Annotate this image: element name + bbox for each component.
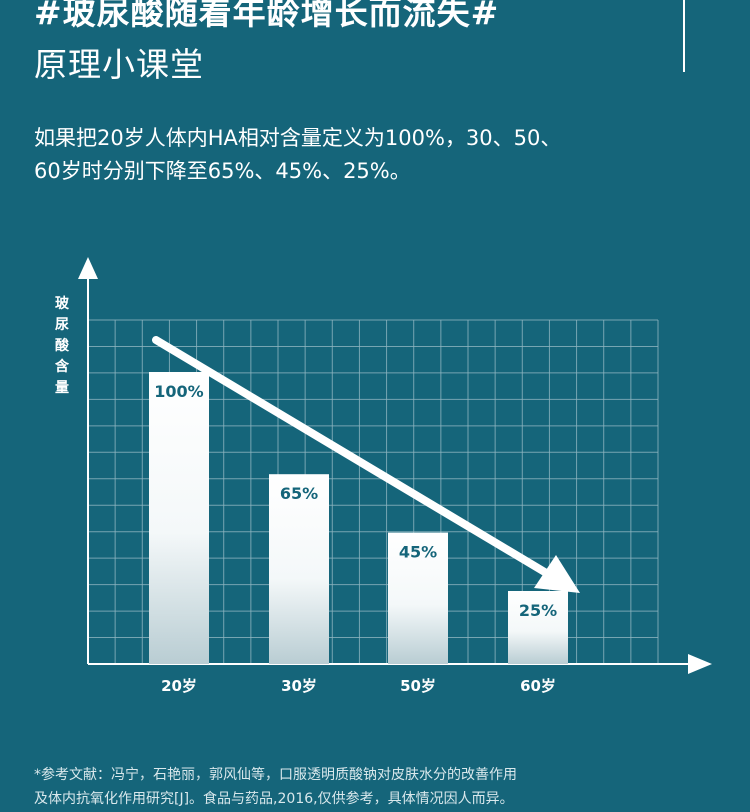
intro-line-1: 如果把20岁人体内HA相对含量定义为100%，30、50、 — [34, 126, 562, 150]
reference-line-2: 及体内抗氧化作用研究[J]。食品与药品,2016,仅供参考，具体情况因人而异。 — [34, 791, 514, 807]
reference-note: *参考文献：冯宁，石艳丽，郭风仙等，口服透明质酸钠对皮肤水分的改善作用 及体内抗… — [34, 763, 734, 811]
bar-value-label: 25% — [519, 601, 557, 620]
intro-text: 如果把20岁人体内HA相对含量定义为100%，30、50、 60岁时分别下降至6… — [34, 122, 724, 188]
bar-60岁 — [508, 591, 568, 664]
reference-line-1: *参考文献：冯宁，石艳丽，郭风仙等，口服透明质酸钠对皮肤水分的改善作用 — [34, 767, 517, 783]
svg-text:玻: 玻 — [55, 295, 70, 312]
bar-value-label: 65% — [280, 484, 318, 503]
x-tick-label: 20岁 — [161, 677, 197, 695]
x-axis-arrow-icon — [688, 654, 712, 674]
bar-value-label: 45% — [399, 543, 437, 562]
bar-50岁 — [388, 532, 448, 664]
svg-text:尿: 尿 — [55, 317, 69, 333]
svg-text:量: 量 — [55, 380, 69, 396]
bar-30岁 — [269, 474, 329, 664]
intro-line-2: 60岁时分别下降至65%、45%、25%。 — [34, 159, 411, 183]
svg-text:酸: 酸 — [55, 337, 70, 354]
bar-value-label: 100% — [154, 382, 203, 401]
page-subtitle: 原理小课堂 — [34, 45, 204, 84]
bar-20岁 — [149, 372, 209, 664]
x-tick-label: 60岁 — [520, 677, 556, 695]
svg-text:含: 含 — [55, 358, 70, 375]
x-tick-label: 50岁 — [400, 677, 436, 695]
x-tick-label: 30岁 — [281, 677, 317, 695]
trend-arrow-icon — [152, 336, 580, 593]
y-axis-arrow-icon — [78, 257, 98, 279]
header-divider — [683, 0, 685, 72]
page-title: #玻尿酸随着年龄增长而流失# — [34, 0, 500, 32]
